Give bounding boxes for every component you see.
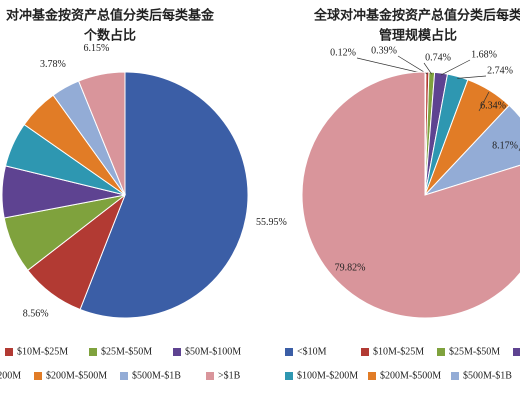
legend-label: $100M-$200M — [297, 370, 358, 381]
value-label: 8.56% — [23, 309, 49, 320]
legend-label: $200M-$500M — [380, 370, 441, 381]
value-label: 6.15% — [83, 43, 109, 54]
chart-title: 管理规模占比 — [379, 28, 457, 44]
leader-line — [356, 57, 426, 75]
legend-swatch — [206, 372, 214, 380]
legend-label: $50M-$100M — [185, 346, 241, 357]
legend-label: $100M-$200M — [0, 370, 21, 381]
leader-line — [440, 59, 471, 76]
chart-title: 全球对冲基金按资产总值分类后每类 — [313, 8, 520, 24]
legend-swatch — [513, 348, 520, 356]
leader-line — [457, 75, 487, 79]
legend-label: $10M-$25M — [373, 346, 424, 357]
leader-line — [478, 92, 490, 112]
legend-label: $25M-$50M — [449, 346, 500, 357]
legend-label: $10M-$25M — [17, 346, 68, 357]
legend-label: <$10M — [297, 346, 327, 357]
legend-swatch — [451, 372, 459, 380]
legend-label: $200M-$500M — [46, 370, 107, 381]
legend-swatch — [285, 348, 293, 356]
value-label: 3.78% — [40, 59, 66, 70]
value-label: 2.74% — [487, 65, 513, 76]
legend-swatch — [5, 348, 13, 356]
legend-label: $500M-$1B — [463, 370, 512, 381]
legend-swatch — [437, 348, 445, 356]
pie-slice — [79, 71, 249, 319]
value-label: 6.34% — [480, 100, 506, 111]
legend-swatch — [34, 372, 42, 380]
chart-title: 对冲基金按资产总值分类后每类基金 — [6, 8, 215, 24]
value-label: 1.68% — [471, 49, 497, 60]
legend-swatch — [120, 372, 128, 380]
legend-swatch — [285, 372, 293, 380]
leader-line — [397, 55, 428, 75]
pie-slice — [301, 71, 520, 319]
pie-slice — [77, 71, 126, 196]
legend-label: >$1B — [218, 370, 241, 381]
legend-label: $25M-$50M — [101, 346, 152, 357]
value-label: 8.17% — [492, 140, 518, 151]
legend-swatch — [361, 348, 369, 356]
value-label: 0.12% — [330, 47, 356, 58]
chart-title: 个数占比 — [83, 28, 136, 44]
value-label: 0.39% — [371, 45, 397, 56]
legend-swatch — [368, 372, 376, 380]
value-label: 55.95% — [256, 217, 287, 228]
legend-swatch — [89, 348, 97, 356]
value-label: 79.82% — [335, 262, 366, 273]
legend-label: $500M-$1B — [132, 370, 181, 381]
legend-swatch — [173, 348, 181, 356]
leader-line — [423, 62, 432, 75]
value-label: 0.74% — [425, 52, 451, 63]
